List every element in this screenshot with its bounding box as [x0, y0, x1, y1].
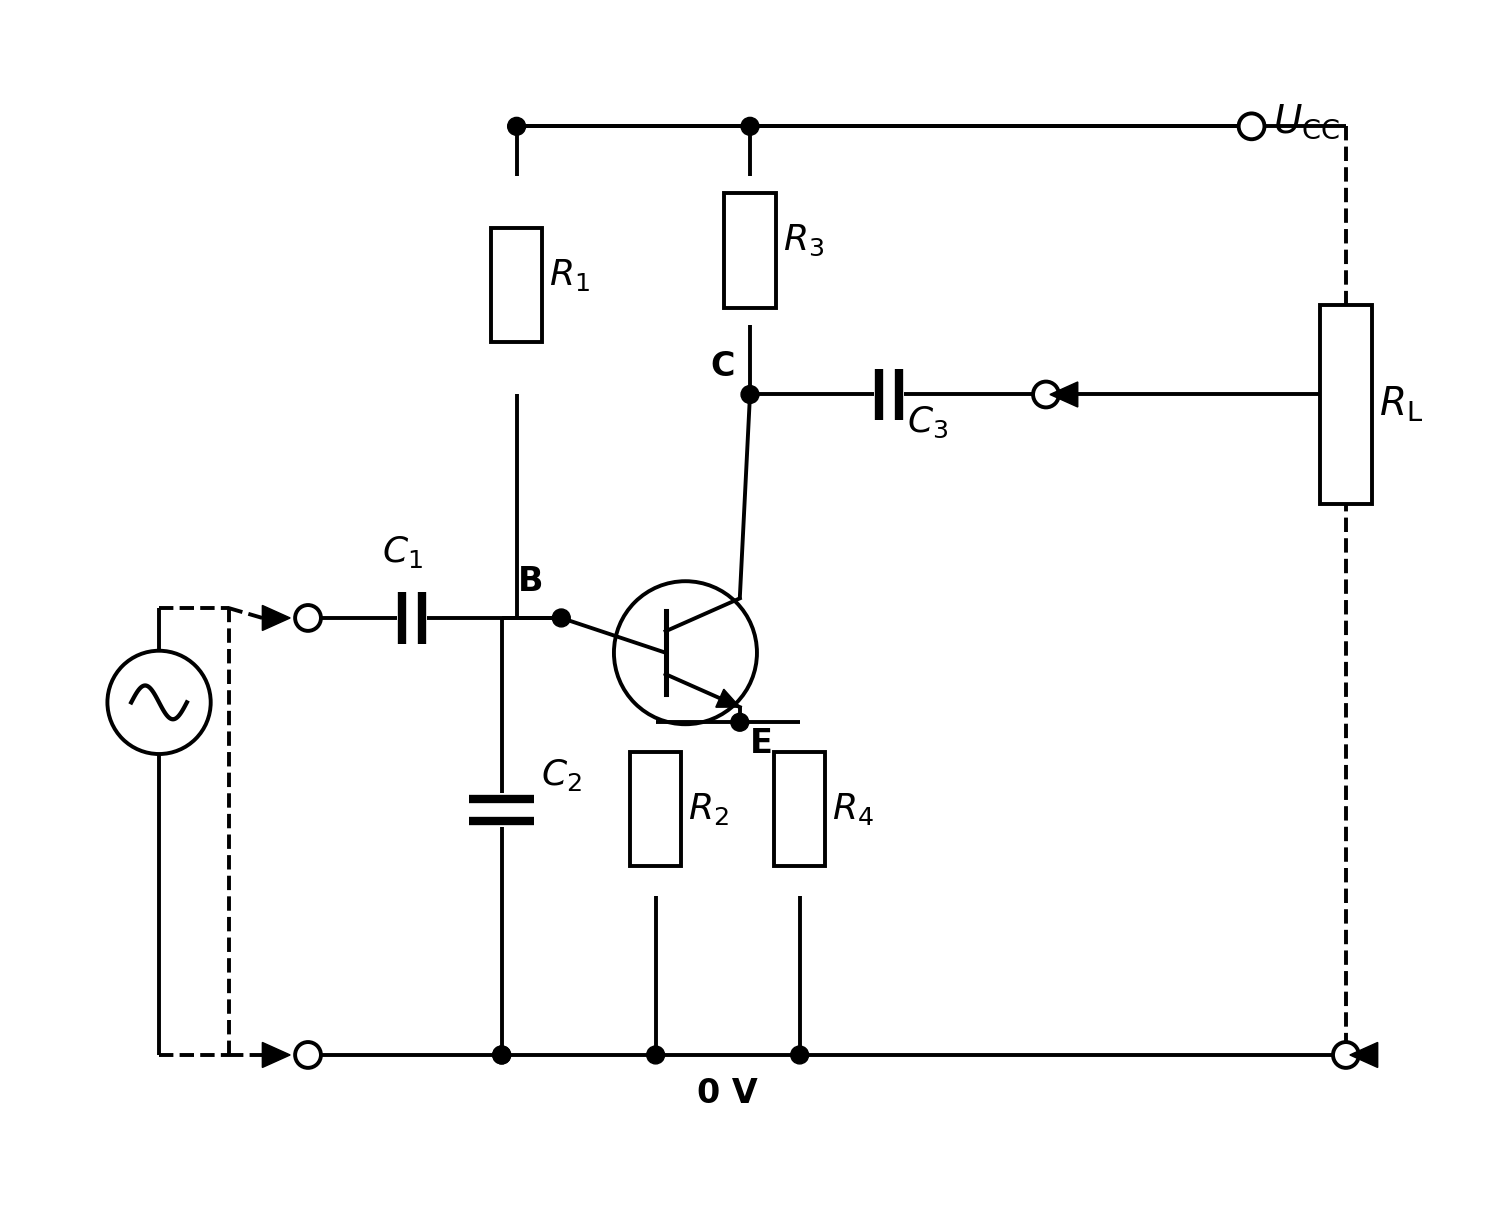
Circle shape: [741, 385, 759, 404]
Text: $\mathit{R}_{\mathrm{L}}$: $\mathit{R}_{\mathrm{L}}$: [1378, 385, 1422, 424]
Text: $\mathit{R}_2$: $\mathit{R}_2$: [688, 791, 729, 827]
Text: C: C: [711, 350, 735, 383]
Circle shape: [730, 713, 748, 731]
Polygon shape: [262, 605, 290, 631]
Circle shape: [1034, 382, 1059, 407]
Bar: [1320, 305, 1371, 504]
Circle shape: [741, 117, 759, 136]
Text: $\mathit{C}_1$: $\mathit{C}_1$: [382, 534, 423, 570]
Text: $\mathit{C}_3$: $\mathit{C}_3$: [908, 405, 948, 440]
Circle shape: [1239, 114, 1264, 139]
Circle shape: [507, 117, 525, 136]
Text: E: E: [750, 728, 772, 761]
Bar: [490, 229, 543, 342]
Polygon shape: [1350, 1042, 1377, 1068]
Text: $\mathit{R}_4$: $\mathit{R}_4$: [833, 791, 874, 827]
Text: $\mathit{C}_2$: $\mathit{C}_2$: [542, 757, 582, 793]
Text: $\mathit{R}_3$: $\mathit{R}_3$: [783, 223, 824, 258]
Circle shape: [296, 605, 321, 631]
Circle shape: [552, 609, 570, 627]
Circle shape: [494, 1046, 510, 1064]
Circle shape: [646, 1046, 664, 1064]
Polygon shape: [716, 690, 740, 707]
Circle shape: [790, 1046, 808, 1064]
Text: $\mathit{U}_{\mathrm{CC}}$: $\mathit{U}_{\mathrm{CC}}$: [1274, 102, 1341, 141]
Text: $\mathit{R}_1$: $\mathit{R}_1$: [549, 257, 590, 294]
Circle shape: [296, 1042, 321, 1068]
Text: 0 V: 0 V: [698, 1076, 758, 1109]
Bar: [724, 193, 776, 308]
Polygon shape: [1050, 382, 1078, 407]
Bar: [630, 752, 681, 866]
Bar: [774, 752, 825, 866]
Circle shape: [1334, 1042, 1359, 1068]
Circle shape: [494, 1046, 510, 1064]
Polygon shape: [262, 1042, 290, 1068]
Text: B: B: [518, 565, 543, 598]
